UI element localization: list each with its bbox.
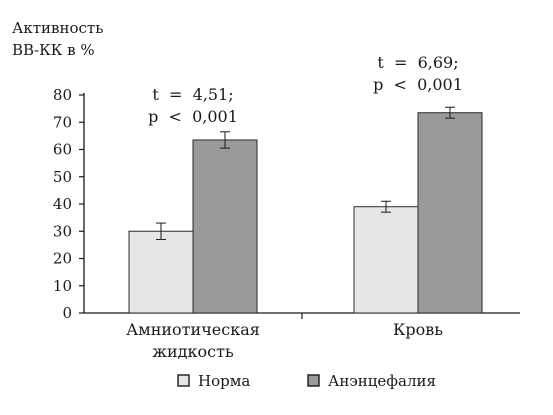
y-tick-label: 50 <box>53 168 72 186</box>
y-tick-label: 20 <box>53 250 72 268</box>
y-tick-label: 70 <box>53 113 72 131</box>
legend: Норма Анэнцефалия <box>177 372 436 390</box>
y-axis: 0 10 20 30 40 50 60 70 80 <box>53 86 520 322</box>
category-label: Кровь <box>393 320 443 339</box>
y-tick-label: 30 <box>53 222 72 240</box>
bar-norma <box>353 206 419 314</box>
y-tick-label: 10 <box>53 277 72 295</box>
bar-norma <box>128 230 194 314</box>
annotation-line: p < 0,001 <box>373 75 463 94</box>
x-axis-categories: Амниотическая жидкость Кровь <box>126 320 443 361</box>
bar-anencephaly <box>192 139 258 314</box>
annotation-line: t = 6,69; <box>377 53 458 72</box>
error-bars <box>156 106 455 240</box>
legend-label: Анэнцефалия <box>328 372 436 390</box>
bars <box>128 112 483 314</box>
y-tick-label: 0 <box>62 304 72 322</box>
annotation-line: p < 0,001 <box>148 107 238 126</box>
category-label: Амниотическая <box>126 320 260 339</box>
y-axis-title: Активность ВВ-КК в % <box>12 19 103 59</box>
y-axis-title-line: ВВ-КК в % <box>12 41 95 59</box>
category-label: жидкость <box>152 342 234 361</box>
bar-anencephaly <box>417 112 483 314</box>
legend-label: Норма <box>198 372 250 390</box>
legend-swatch <box>307 374 320 387</box>
legend-swatch <box>177 374 190 387</box>
y-tick-label: 40 <box>53 195 72 213</box>
y-tick-label: 60 <box>53 141 72 159</box>
y-tick-label: 80 <box>53 86 72 104</box>
y-axis-title-line: Активность <box>12 19 103 37</box>
significance-annotations: t = 4,51; p < 0,001 t = 6,69; p < 0,001 <box>148 53 463 126</box>
annotation-line: t = 4,51; <box>152 85 233 104</box>
